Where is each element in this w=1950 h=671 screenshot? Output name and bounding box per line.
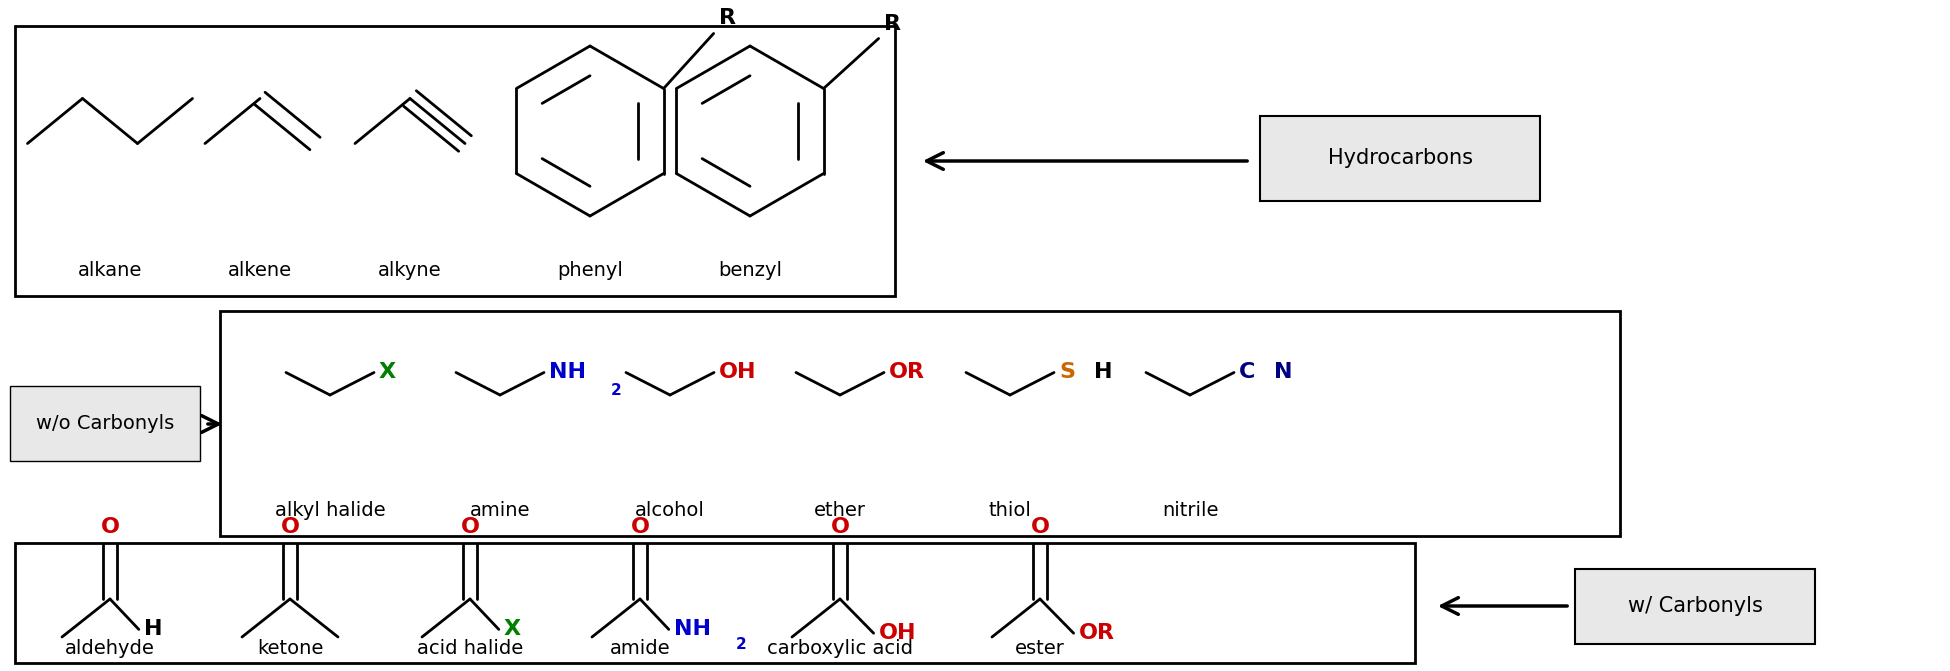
- Bar: [1260, 116, 1540, 201]
- Text: 2: 2: [735, 637, 747, 652]
- Text: ether: ether: [813, 501, 866, 521]
- Text: H: H: [1094, 362, 1113, 382]
- Text: alkane: alkane: [78, 262, 142, 280]
- Text: NH: NH: [675, 619, 712, 639]
- Bar: [16, 543, 1416, 663]
- Text: N: N: [1273, 362, 1293, 382]
- Text: aldehyde: aldehyde: [64, 639, 154, 658]
- Text: X: X: [503, 619, 521, 639]
- Text: S: S: [1059, 362, 1074, 382]
- Text: benzyl: benzyl: [718, 262, 782, 280]
- Text: OR: OR: [1078, 623, 1115, 643]
- Text: w/ Carbonyls: w/ Carbonyls: [1628, 597, 1763, 617]
- Text: thiol: thiol: [989, 501, 1032, 521]
- Text: amine: amine: [470, 501, 530, 521]
- Text: R: R: [883, 13, 901, 34]
- Text: amide: amide: [610, 639, 671, 658]
- Bar: [1576, 569, 1815, 644]
- Text: 2: 2: [610, 383, 622, 398]
- Text: X: X: [378, 362, 396, 382]
- Text: O: O: [1030, 517, 1049, 537]
- Text: carboxylic acid: carboxylic acid: [766, 639, 913, 658]
- Text: alcohol: alcohol: [636, 501, 706, 521]
- Text: ester: ester: [1016, 639, 1065, 658]
- Text: Hydrocarbons: Hydrocarbons: [1328, 148, 1472, 168]
- Text: alkyl halide: alkyl halide: [275, 501, 386, 521]
- Text: NH: NH: [550, 362, 587, 382]
- Text: alkyne: alkyne: [378, 262, 443, 280]
- Text: nitrile: nitrile: [1162, 501, 1219, 521]
- Text: O: O: [630, 517, 649, 537]
- Bar: [10, 386, 201, 461]
- Text: alkene: alkene: [228, 262, 292, 280]
- Text: C: C: [1238, 362, 1256, 382]
- Text: OH: OH: [879, 623, 916, 643]
- Text: H: H: [144, 619, 162, 639]
- Text: phenyl: phenyl: [558, 262, 622, 280]
- Text: O: O: [281, 517, 300, 537]
- Text: O: O: [831, 517, 850, 537]
- Text: ketone: ketone: [257, 639, 324, 658]
- Bar: [220, 311, 1620, 536]
- Text: acid halide: acid halide: [417, 639, 523, 658]
- Text: O: O: [101, 517, 119, 537]
- Text: OH: OH: [720, 362, 757, 382]
- Text: R: R: [720, 9, 735, 28]
- Text: w/o Carbonyls: w/o Carbonyls: [35, 414, 174, 433]
- Text: O: O: [460, 517, 480, 537]
- Bar: [16, 26, 895, 296]
- Text: OR: OR: [889, 362, 924, 382]
